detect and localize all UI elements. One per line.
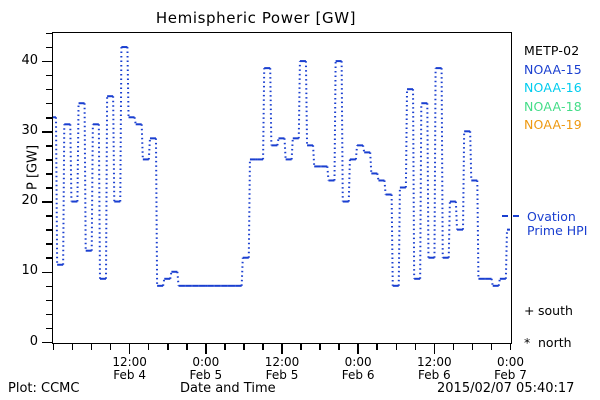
plot-credit: Plot: CCMC [8, 381, 80, 396]
y-axis-minor-tick [46, 299, 52, 302]
series-line [53, 46, 510, 287]
y-axis-minor-tick [46, 187, 52, 189]
x-axis-minor-tick [509, 344, 512, 350]
y-axis-minor-tick [46, 215, 52, 217]
legend-markers: + south * north [524, 295, 573, 359]
x-axis-major-tick [205, 344, 207, 354]
y-axis-tick-label: 30 [21, 122, 38, 138]
y-axis-major-tick [42, 131, 52, 133]
y-axis-major-tick [42, 271, 52, 274]
x-axis-minor-tick [471, 344, 474, 350]
x-axis-major-tick [357, 344, 359, 354]
y-axis-minor-tick [46, 257, 52, 259]
y-axis-tick-label: 20 [21, 193, 38, 209]
x-axis-minor-tick [490, 344, 493, 350]
y-axis-minor-tick [46, 32, 52, 35]
x-axis-minor-tick [186, 344, 188, 350]
y-axis-major-tick [42, 341, 52, 344]
x-axis-tick-label: 12:00 Feb 6 [394, 356, 474, 382]
legend-ovation-line1: Ovation [527, 209, 576, 224]
x-axis-minor-tick [71, 344, 74, 350]
legend-marker-label: north [538, 335, 572, 350]
y-axis-minor-tick [46, 102, 52, 105]
y-axis-major-tick [42, 60, 52, 63]
x-axis-major-tick [128, 344, 131, 354]
y-axis-minor-tick [46, 243, 52, 245]
y-axis-minor-tick [46, 74, 52, 77]
y-axis-minor-tick [46, 145, 52, 147]
y-axis-minor-tick [46, 46, 52, 49]
x-tick-date: Feb 7 [494, 368, 527, 382]
dashed-line-icon [502, 215, 524, 217]
x-axis-minor-tick [90, 344, 93, 350]
x-tick-date: Feb 5 [189, 368, 223, 382]
plus-icon: + [524, 303, 535, 318]
x-axis-tick-label: 0:00 Feb 7 [471, 356, 551, 382]
legend-item-metp-02[interactable]: METP-02 [524, 43, 580, 58]
x-axis-minor-tick [243, 344, 245, 350]
x-tick-date: Feb 6 [341, 368, 375, 382]
y-axis-tick-label: 10 [21, 263, 38, 279]
x-axis-minor-tick [167, 344, 169, 350]
x-axis-minor-tick [262, 344, 264, 350]
legend-ovation-prime: Ovation Prime HPI [502, 210, 587, 238]
x-tick-date: Feb 4 [113, 368, 146, 382]
page-title: Hemispheric Power [GW] [155, 9, 357, 27]
x-axis-minor-tick [109, 344, 112, 350]
y-axis-minor-tick [46, 313, 52, 316]
x-axis-minor-tick [52, 344, 55, 350]
x-axis-major-tick [281, 344, 283, 354]
x-axis-minor-tick [376, 344, 378, 350]
y-axis-major-tick [42, 201, 52, 203]
y-axis-tick-label: 0 [29, 333, 38, 349]
x-tick-time: 12:00 [264, 355, 300, 369]
x-axis-title: Date and Time [180, 381, 276, 396]
x-tick-time: 12:00 [112, 355, 147, 369]
legend-ovation-line2: Prime HPI [527, 223, 588, 238]
x-axis-minor-tick [452, 344, 455, 350]
x-tick-time: 0:00 [192, 355, 220, 369]
x-tick-time: 12:00 [417, 355, 452, 369]
x-axis-tick-label: 12:00 Feb 5 [242, 356, 322, 382]
y-axis-minor-tick [46, 173, 52, 175]
x-axis-minor-tick [338, 344, 340, 350]
x-axis-minor-tick [414, 344, 417, 350]
asterisk-icon: * [524, 335, 531, 350]
legend-item-noaa-16[interactable]: NOAA-16 [524, 80, 582, 95]
y-axis-minor-tick [46, 159, 52, 161]
x-axis-tick-label: 0:00 Feb 5 [166, 356, 246, 382]
y-axis-minor-tick [46, 327, 52, 330]
x-axis-minor-tick [300, 344, 302, 350]
legend-item-noaa-15[interactable]: NOAA-15 [524, 61, 582, 77]
y-axis-minor-tick [46, 285, 52, 288]
legend-item-noaa-18[interactable]: NOAA-18 [524, 98, 582, 114]
x-axis-minor-tick [224, 344, 226, 350]
y-axis-minor-tick [46, 229, 52, 231]
plot-timestamp: 2015/02/07 05:40:17 [437, 381, 575, 396]
x-tick-date: Feb 6 [417, 368, 451, 382]
x-tick-time: 0:00 [497, 355, 524, 369]
plot-area [52, 32, 512, 344]
x-tick-date: Feb 5 [265, 368, 299, 382]
legend-marker-label: south [538, 303, 573, 318]
x-axis-major-tick [433, 344, 436, 354]
x-axis-minor-tick [319, 344, 321, 350]
legend-satellites: METP-02 NOAA-15 NOAA-16 NOAA-18 NOAA-19 [524, 42, 582, 135]
data-canvas [53, 33, 511, 343]
x-tick-time: 0:00 [344, 355, 372, 369]
legend-item-noaa-19[interactable]: NOAA-19 [524, 117, 582, 132]
x-axis-tick-label: 0:00 Feb 6 [318, 356, 398, 382]
legend-marker-north: * north [524, 327, 573, 359]
legend-marker-south: + south [524, 295, 573, 327]
y-axis-minor-tick [46, 88, 52, 91]
x-axis-minor-tick [147, 344, 150, 350]
y-axis-tick-label: 40 [21, 52, 38, 68]
x-axis-tick-label: 12:00 Feb 4 [90, 356, 170, 382]
y-axis-minor-tick [46, 117, 52, 119]
x-axis-minor-tick [395, 344, 397, 350]
